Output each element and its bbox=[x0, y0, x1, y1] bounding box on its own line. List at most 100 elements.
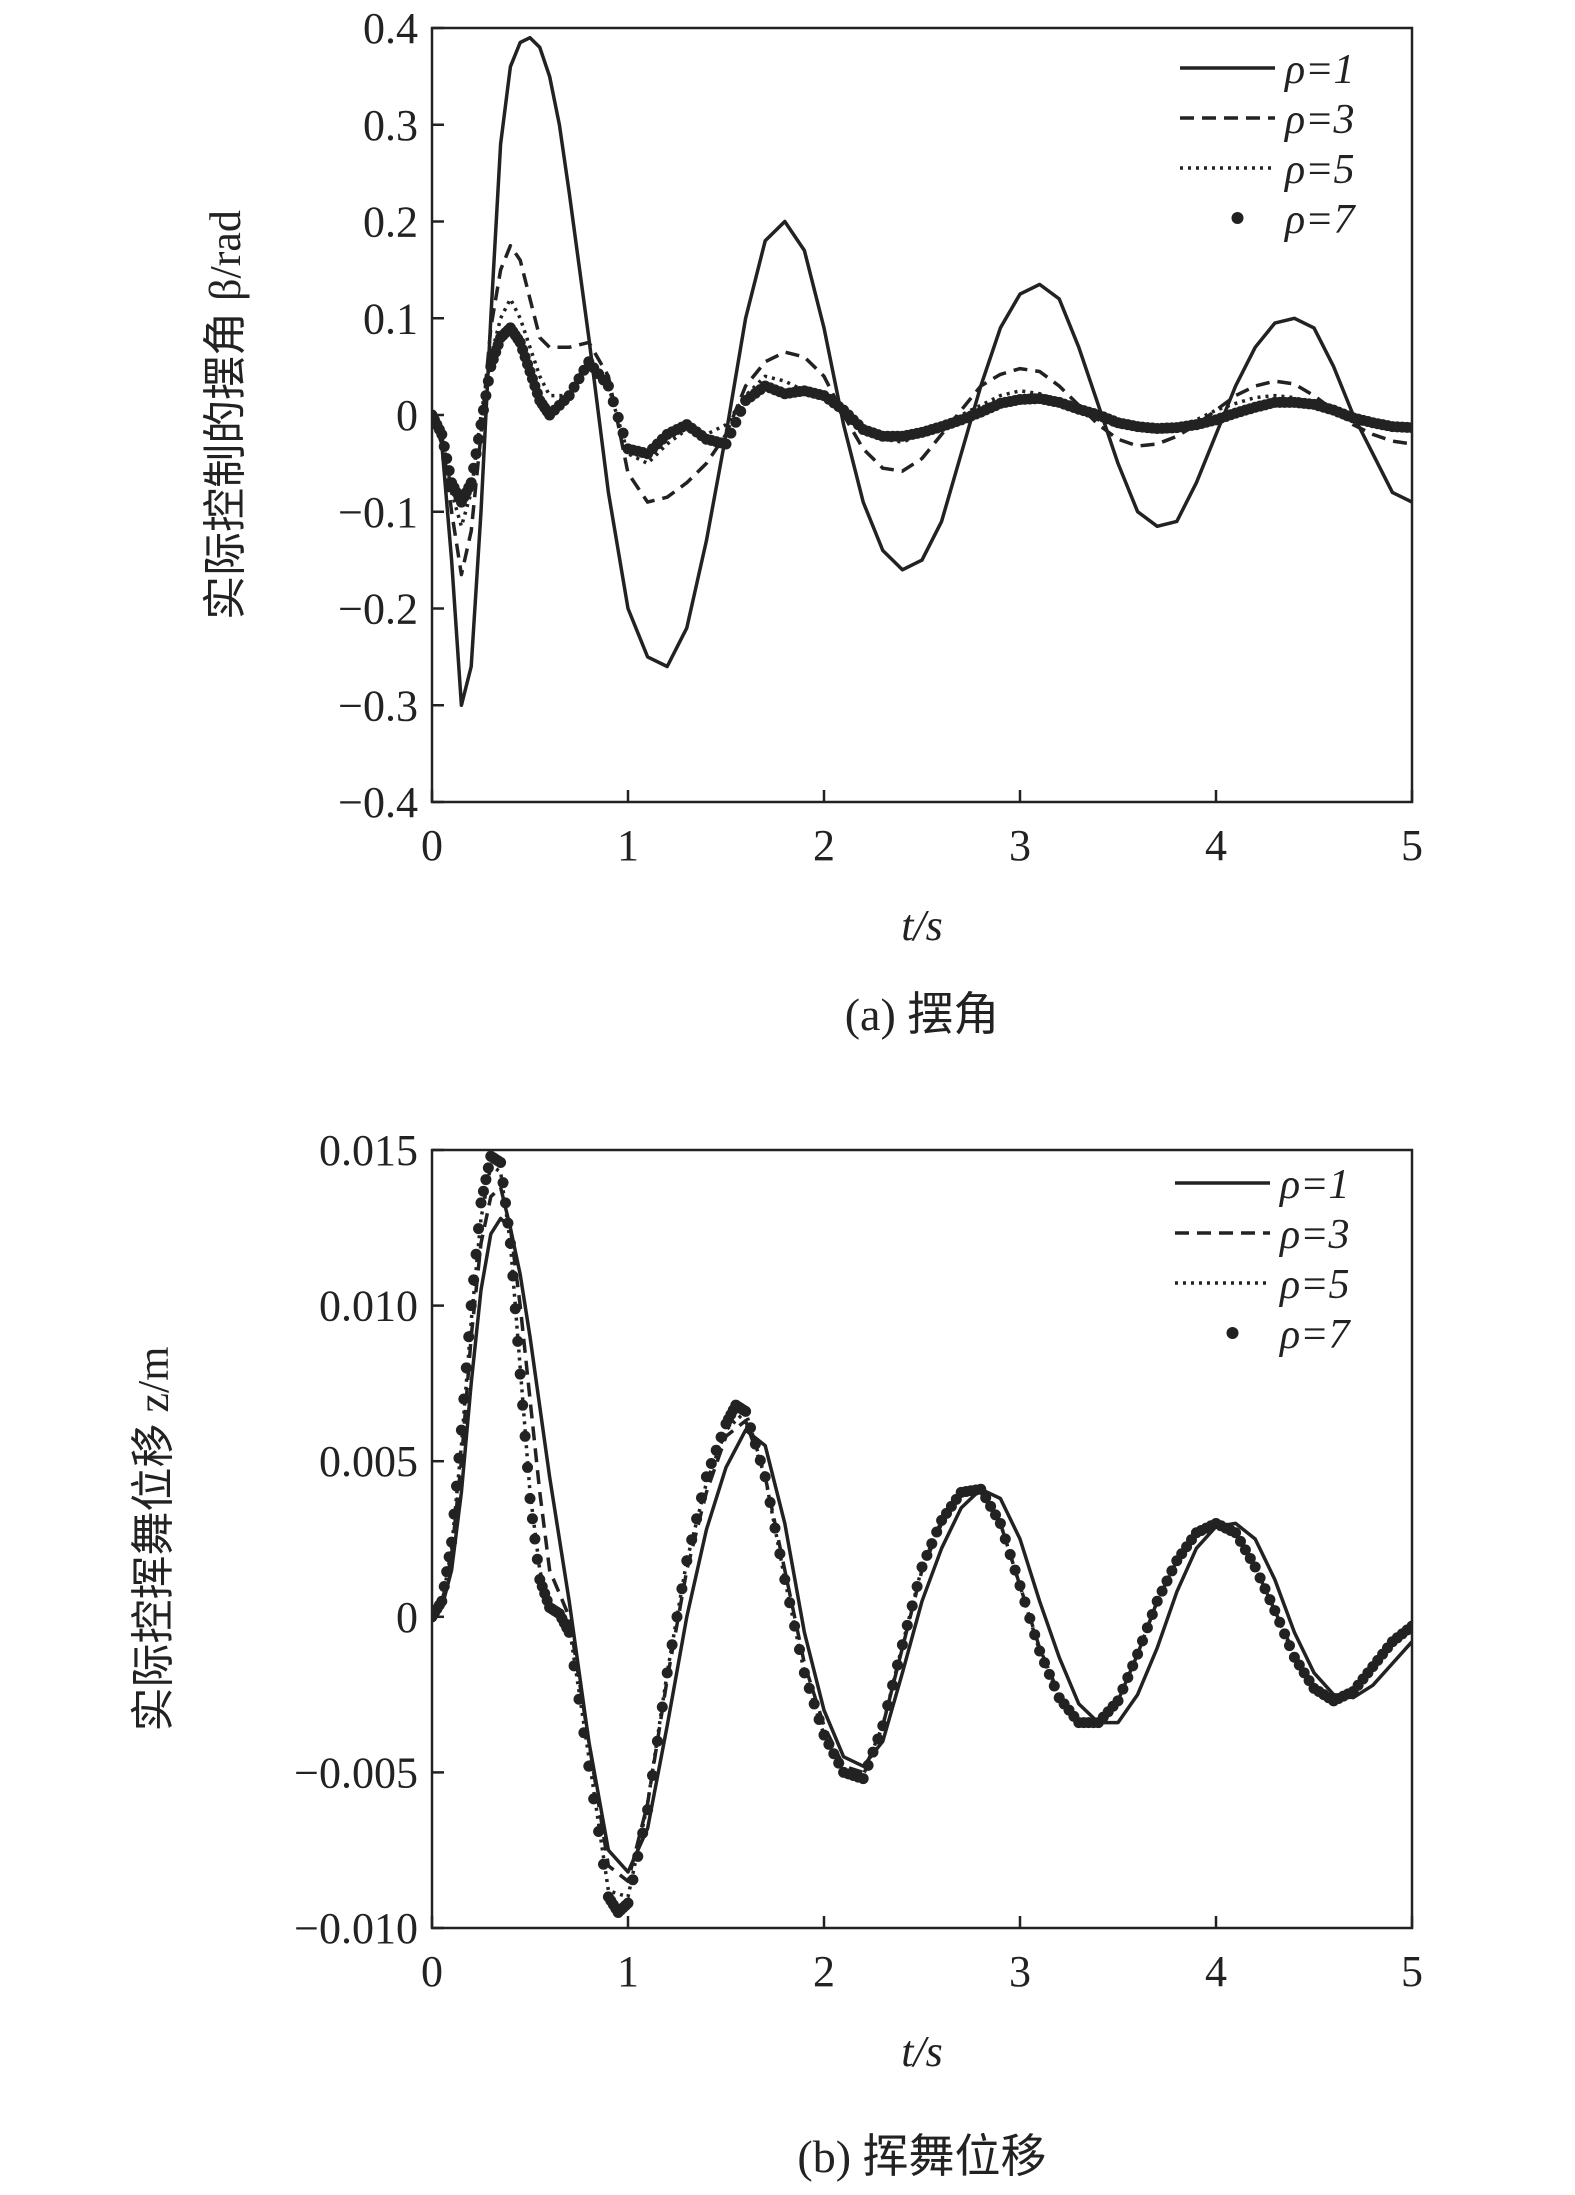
data-point bbox=[1112, 1695, 1124, 1707]
x-tick-label: 3 bbox=[1009, 821, 1031, 870]
x-tick-label: 0 bbox=[421, 821, 443, 870]
series-line-dashed bbox=[432, 1185, 1412, 1884]
data-point bbox=[696, 1492, 707, 1504]
y-tick-label: 0.2 bbox=[363, 198, 418, 247]
data-point bbox=[468, 1274, 480, 1286]
data-point bbox=[651, 1735, 663, 1747]
data-point bbox=[1024, 1612, 1036, 1624]
data-point bbox=[632, 1850, 644, 1862]
plot-frame bbox=[430, 1148, 1414, 1930]
data-point bbox=[602, 380, 614, 392]
data-point bbox=[1151, 1595, 1163, 1607]
data-point bbox=[460, 1362, 472, 1374]
y-tick-label: 0.005 bbox=[319, 1437, 418, 1486]
series-rho-7-markers bbox=[432, 322, 1412, 508]
data-point bbox=[1029, 1629, 1041, 1641]
data-point bbox=[578, 364, 590, 376]
data-point bbox=[593, 1826, 605, 1838]
data-point bbox=[1274, 1616, 1286, 1628]
y-tick-label: −0.4 bbox=[338, 778, 418, 827]
data-point bbox=[443, 1551, 455, 1563]
data-point bbox=[1254, 1572, 1266, 1584]
data-point bbox=[999, 1533, 1011, 1545]
x-tick-label: 3 bbox=[1009, 1947, 1031, 1996]
legend-entry-label: ρ=5 bbox=[1278, 1262, 1350, 1308]
data-point bbox=[1406, 422, 1412, 434]
data-point bbox=[803, 1682, 815, 1694]
data-point bbox=[720, 438, 732, 450]
legend-entry-label: ρ=3 bbox=[1283, 97, 1355, 143]
y-tick-label: 0.015 bbox=[319, 1126, 418, 1175]
data-point bbox=[563, 390, 575, 402]
data-point bbox=[522, 1461, 534, 1473]
y-tick-label: −0.010 bbox=[294, 1904, 418, 1953]
series-line-dashed bbox=[432, 243, 1412, 577]
data-point bbox=[1004, 1549, 1016, 1561]
series-line-solid bbox=[432, 35, 1412, 708]
data-point bbox=[985, 1500, 997, 1512]
y-axis-label: 实际控挥舞位移 z/m bbox=[129, 1347, 178, 1732]
data-point bbox=[926, 1538, 938, 1550]
data-point bbox=[892, 1659, 903, 1671]
data-point bbox=[573, 1693, 585, 1705]
data-point bbox=[911, 1580, 923, 1592]
data-point bbox=[916, 1561, 928, 1573]
series-line-solid bbox=[432, 1216, 1412, 1874]
data-point bbox=[700, 1471, 712, 1483]
data-point bbox=[975, 1483, 987, 1495]
x-tick-label: 4 bbox=[1205, 1947, 1227, 1996]
data-point bbox=[453, 1452, 465, 1464]
data-point bbox=[436, 1595, 448, 1607]
data-point bbox=[468, 462, 480, 474]
data-point bbox=[661, 1667, 673, 1679]
x-tick-label: 0 bbox=[421, 1947, 443, 1996]
data-point bbox=[877, 1720, 889, 1732]
series-layer bbox=[432, 35, 1412, 708]
data-point bbox=[514, 1368, 526, 1380]
data-point bbox=[901, 1619, 913, 1631]
data-point bbox=[789, 1620, 801, 1632]
y-tick-label: 0.4 bbox=[363, 4, 418, 53]
x-tick-label: 5 bbox=[1401, 1947, 1423, 1996]
data-point bbox=[438, 440, 450, 452]
data-point bbox=[1019, 1596, 1031, 1608]
data-point bbox=[607, 396, 619, 408]
data-point bbox=[1279, 1628, 1291, 1640]
data-point bbox=[519, 1430, 531, 1442]
data-point bbox=[671, 1611, 683, 1623]
data-point bbox=[779, 1573, 791, 1585]
data-point bbox=[1127, 1660, 1139, 1672]
data-point bbox=[598, 1858, 609, 1870]
data-point bbox=[563, 1626, 575, 1638]
legend: ρ=1ρ=3ρ=5ρ=7 bbox=[1175, 1162, 1352, 1358]
data-point bbox=[436, 428, 448, 440]
y-tick-label: 0 bbox=[396, 391, 418, 440]
legend-marker bbox=[1226, 1327, 1239, 1339]
x-axis-label: t/s bbox=[901, 2027, 943, 2076]
data-point bbox=[857, 1773, 869, 1785]
data-point bbox=[994, 1517, 1006, 1529]
data-point bbox=[473, 433, 485, 445]
data-point bbox=[1269, 1605, 1281, 1617]
plot-frame bbox=[430, 26, 1414, 804]
data-point bbox=[1141, 1622, 1153, 1634]
data-point bbox=[637, 1827, 649, 1839]
data-point bbox=[715, 1431, 727, 1443]
data-point bbox=[526, 1513, 538, 1525]
data-point bbox=[764, 1496, 776, 1508]
data-point bbox=[656, 1701, 668, 1713]
data-point bbox=[1034, 1645, 1046, 1657]
data-point bbox=[1244, 1552, 1256, 1564]
data-point bbox=[1264, 1594, 1276, 1606]
data-point bbox=[681, 1555, 693, 1567]
data-point bbox=[470, 1248, 482, 1260]
data-point bbox=[647, 1770, 658, 1782]
data-point bbox=[740, 1405, 752, 1417]
data-point bbox=[1230, 1527, 1242, 1539]
data-point bbox=[458, 1393, 470, 1405]
data-point bbox=[754, 1454, 766, 1466]
data-point bbox=[1146, 1608, 1158, 1620]
data-point bbox=[774, 1548, 786, 1560]
data-point bbox=[475, 1197, 487, 1209]
data-point bbox=[441, 453, 453, 465]
